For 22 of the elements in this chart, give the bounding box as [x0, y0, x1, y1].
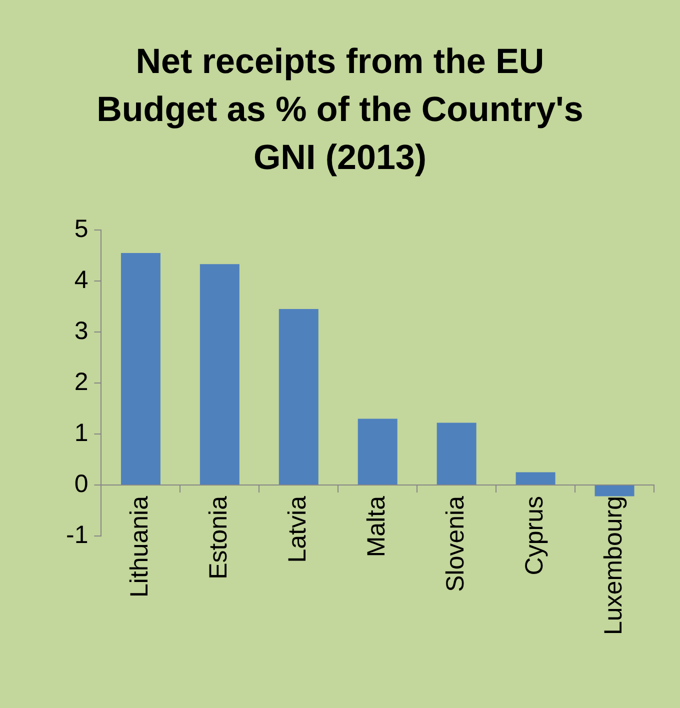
bar [594, 486, 634, 496]
y-tick-label: 0 [74, 470, 88, 498]
bar [278, 309, 318, 484]
x-tick-label: Cyprus [520, 496, 548, 576]
x-tick-label: Slovenia [441, 496, 470, 592]
x-tick-label: Lithuania [126, 496, 154, 598]
bar [358, 418, 398, 484]
y-tick-label: 2 [74, 368, 88, 396]
x-tick-label: Malta [362, 496, 391, 558]
y-tick-label: 5 [74, 214, 88, 243]
y-tick-label: 4 [74, 266, 88, 294]
y-tick-label: -1 [66, 520, 88, 549]
bar [200, 264, 240, 484]
x-tick-label: Estonia [204, 496, 233, 580]
x-tick-label: Latvia [284, 496, 312, 563]
bar [516, 472, 556, 484]
chart-title: Net receipts from the EU Budget as % of the Country's GNI (2013) [96, 41, 584, 179]
y-tick-label: 1 [74, 418, 88, 447]
bar [120, 252, 160, 484]
x-tick-label: Luxembourg [599, 496, 628, 635]
bar [436, 422, 476, 484]
y-tick-label: 3 [74, 316, 88, 345]
